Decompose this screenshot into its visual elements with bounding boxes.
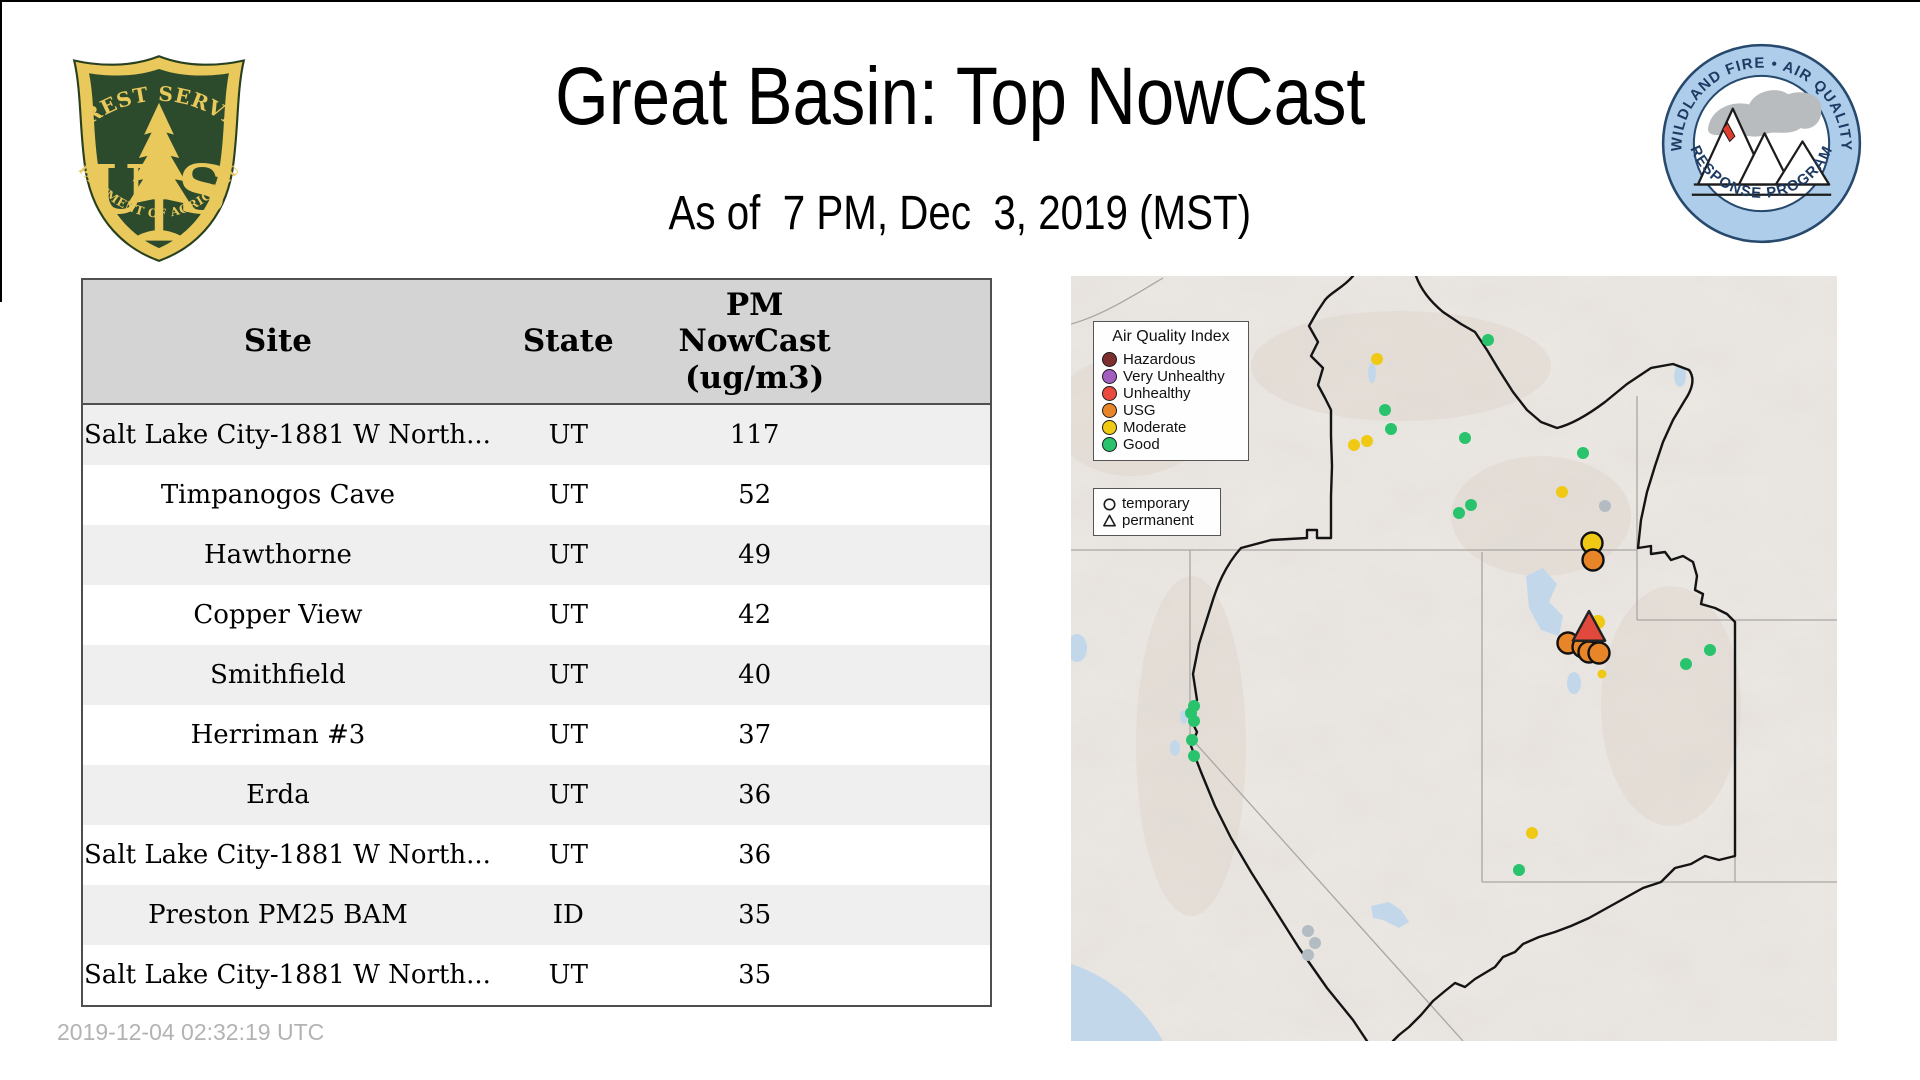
page-subtitle: As of 7 PM, Dec 3, 2019 (MST)	[668, 187, 1252, 240]
col-header-spacer	[845, 279, 991, 405]
unhealthy-dot-icon	[1102, 386, 1117, 401]
page-top-border	[0, 0, 1920, 2]
table-row: Salt Lake City-1881 W North... UT 117	[82, 404, 991, 465]
aqi-legend-item: Moderate	[1102, 419, 1240, 436]
good-dot-icon	[1102, 437, 1117, 452]
map-marker	[1188, 715, 1200, 727]
col-header-pm: PM NowCast (ug/m3)	[663, 279, 846, 405]
page-title: Great Basin: Top NowCast	[554, 51, 1366, 142]
table-row: Timpanogos Cave UT 52	[82, 465, 991, 525]
map-marker	[1465, 499, 1477, 511]
map-marker	[1526, 827, 1538, 839]
table-header-row: Site State PM NowCast (ug/m3)	[82, 279, 991, 405]
fs-pine-tree-icon	[127, 102, 191, 241]
fs-letter-u: U	[87, 149, 146, 229]
map-marker	[1599, 500, 1611, 512]
aq-mountains-smoke-icon	[1691, 90, 1832, 196]
wfaqrp-logo: WILDLAND FIRE • AIR QUALITY RESPONSE PRO…	[1661, 43, 1862, 244]
table-row: Herriman #3 UT 37	[82, 705, 991, 765]
permanent-triangle-icon	[1103, 514, 1116, 527]
table-row: Erda UT 36	[82, 765, 991, 825]
map-marker	[1577, 447, 1589, 459]
table-row: Copper View UT 42	[82, 585, 991, 645]
map-marker	[1453, 507, 1465, 519]
aqi-legend-item: USG	[1102, 402, 1240, 419]
aqi-legend-title: Air Quality Index	[1112, 328, 1230, 345]
map-marker	[1385, 423, 1397, 435]
map-marker	[1513, 864, 1525, 876]
table-row: Hawthorne UT 49	[82, 525, 991, 585]
great-basin-map: Air Quality Index Hazardous Very Unhealt…	[1071, 276, 1837, 1041]
map-marker	[1361, 435, 1373, 447]
generation-timestamp: 2019-12-04 02:32:19 UTC	[57, 1019, 325, 1045]
usg-dot-icon	[1102, 403, 1117, 418]
marker-legend-item: permanent	[1102, 512, 1212, 529]
table-row: Salt Lake City-1881 W North... UT 35	[82, 945, 991, 1006]
map-marker	[1188, 750, 1200, 762]
map-marker	[1581, 548, 1605, 572]
great-basin-boundary	[1187, 276, 1737, 1041]
map-marker	[1459, 432, 1471, 444]
monitor-markers	[1185, 334, 1716, 961]
forest-service-logo: FOREST SERVICE U S DEPARTMENT OF AGRICUL…	[53, 52, 246, 262]
nowcast-table: Site State PM NowCast (ug/m3) Salt Lake …	[81, 278, 992, 1007]
moderate-dot-icon	[1102, 420, 1117, 435]
aqi-legend-item: Unhealthy	[1102, 385, 1240, 402]
marker-type-legend: temporary permanent	[1093, 488, 1221, 536]
table-row: Preston PM25 BAM ID 35	[82, 885, 991, 945]
map-marker	[1302, 925, 1314, 937]
very-unhealthy-dot-icon	[1102, 369, 1117, 384]
map-marker	[1302, 949, 1314, 961]
aqi-legend-item: Very Unhealthy	[1102, 368, 1240, 385]
map-marker	[1348, 439, 1360, 451]
map-marker	[1482, 334, 1494, 346]
page-left-border	[0, 0, 2, 302]
col-header-site: Site	[82, 279, 473, 405]
aqi-legend-item: Good	[1102, 436, 1240, 453]
map-marker	[1379, 404, 1391, 416]
map-marker	[1704, 644, 1716, 656]
lakes	[1071, 363, 1686, 1041]
table-row: Salt Lake City-1881 W North... UT 36	[82, 825, 991, 885]
fs-letter-s: S	[178, 149, 227, 229]
hazardous-dot-icon	[1102, 352, 1117, 367]
aqi-legend: Air Quality Index Hazardous Very Unhealt…	[1093, 321, 1249, 461]
temporary-circle-icon	[1103, 498, 1116, 511]
map-marker	[1571, 609, 1607, 642]
map-marker	[1309, 937, 1321, 949]
marker-legend-item: temporary	[1102, 495, 1212, 512]
map-marker	[1371, 353, 1383, 365]
map-marker	[1186, 734, 1198, 746]
map-marker	[1597, 669, 1607, 679]
table-row: Smithfield UT 40	[82, 645, 991, 705]
map-marker	[1680, 658, 1692, 670]
map-marker	[1587, 641, 1611, 665]
aqi-legend-item: Hazardous	[1102, 351, 1240, 368]
map-marker	[1556, 486, 1568, 498]
col-header-state: State	[472, 279, 664, 405]
